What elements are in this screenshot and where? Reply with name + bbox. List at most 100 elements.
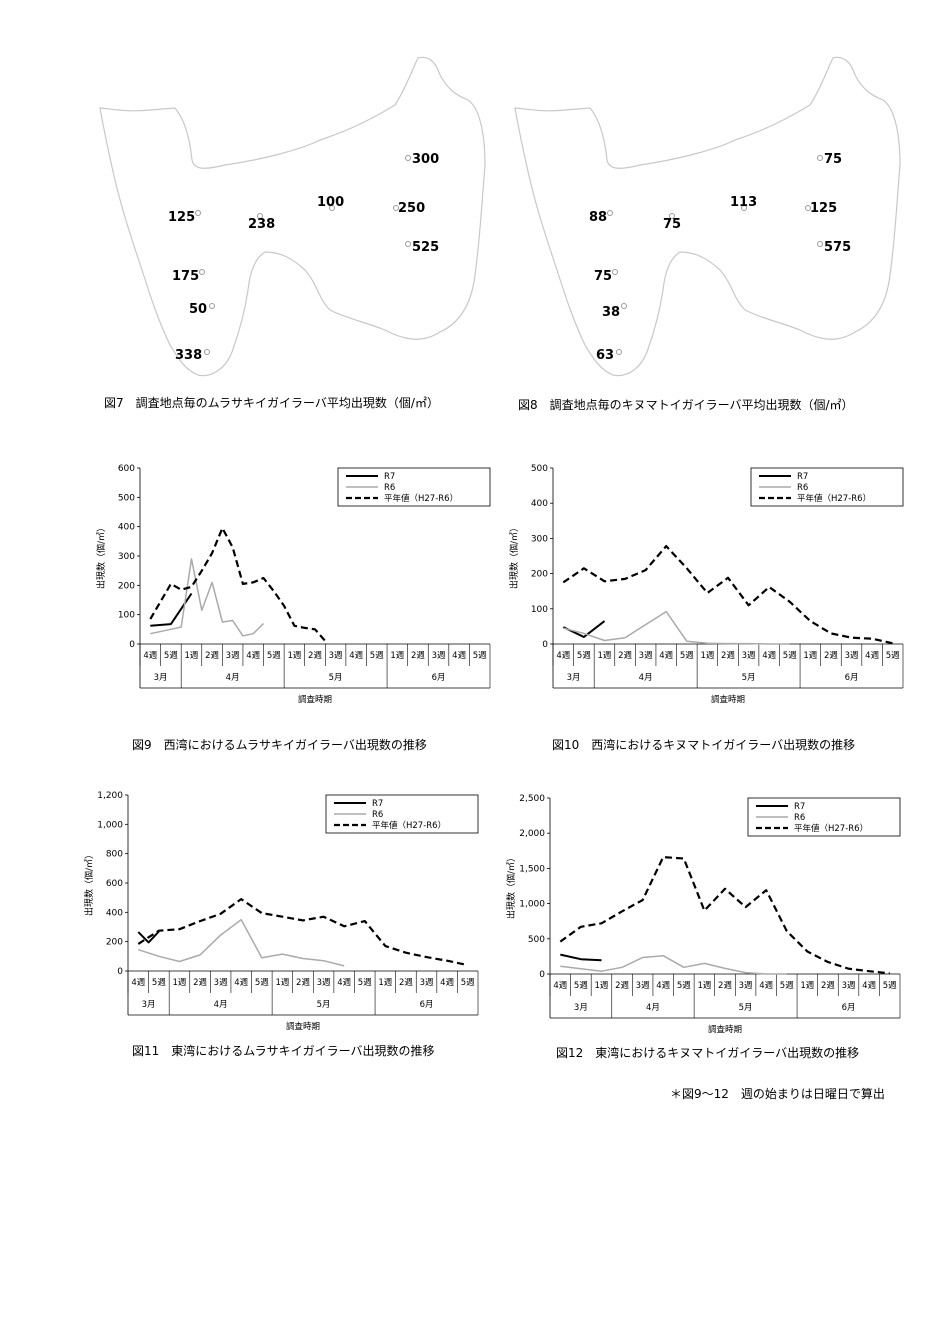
month-label: 4月 (226, 673, 240, 683)
x-tick-label: 5週 (574, 981, 588, 991)
month-label: 3月 (154, 673, 168, 683)
x-tick-label: 4週 (452, 651, 466, 661)
legend-label: R7 (384, 472, 395, 482)
series-line-平年値（H27-R6） (559, 855, 890, 975)
x-tick-label: 4週 (656, 981, 670, 991)
map-7-label-p3: 250 (398, 201, 425, 216)
x-tick-label: 2週 (399, 978, 413, 988)
legend-label: R7 (794, 802, 805, 812)
series-line-R6 (138, 918, 345, 967)
map-figure-7: 300 100 250 125 238 525 175 50 338 75 11… (99, 56, 901, 377)
y-tick-label: 600 (106, 879, 123, 889)
y-axis-label: 出現数（個/㎥） (505, 853, 517, 919)
footnote: ＊図9～12 週の始まりは日曜日で算出 (670, 1087, 885, 1101)
x-tick-label: 2週 (205, 651, 219, 661)
x-tick-label: 1週 (390, 651, 404, 661)
y-tick-label: 300 (531, 534, 548, 544)
x-tick-label: 1週 (173, 978, 187, 988)
y-tick-label: 400 (531, 499, 548, 509)
y-tick-label: 800 (106, 850, 123, 860)
series-line-R6 (560, 954, 787, 975)
x-tick-label: 1週 (275, 978, 289, 988)
month-label: 6月 (842, 1003, 856, 1013)
y-tick-label: 1,000 (519, 900, 545, 910)
month-label: 5月 (329, 673, 343, 683)
x-axis-label: 調査時期 (708, 1024, 742, 1035)
x-tick-label: 2週 (615, 981, 629, 991)
chart-figure-10: 0 100 200 300 400 500 出現数（個/㎥） 4週 5週 1週 2週 3週 4週 5週 1週… (508, 464, 904, 705)
map-7-label-p9: 338 (175, 348, 202, 363)
map-8-label-p5: 75 (663, 217, 681, 232)
map-8-label-p2: 113 (730, 195, 757, 210)
month-label: 3月 (574, 1003, 588, 1013)
chart-10-caption: 図10 西湾におけるキヌマトイガイラーバ出現数の推移 (552, 738, 856, 752)
map-7-outline-b (514, 56, 901, 377)
y-tick-label: 0 (542, 640, 548, 650)
legend-label: 平年値（H27-R6） (797, 493, 871, 504)
y-axis-label: 出現数（個/㎥） (83, 850, 95, 916)
y-tick-label: 200 (106, 938, 123, 948)
x-tick-label: 2週 (721, 651, 735, 661)
x-tick-label: 4週 (143, 651, 157, 661)
x-tick-label: 5週 (473, 651, 487, 661)
map-7-points: 300 100 250 125 238 525 175 50 338 (168, 152, 439, 363)
chart-11-caption: 図11 東湾におけるムラサキイガイラーバ出現数の推移 (132, 1044, 435, 1058)
x-tick-label: 3週 (842, 981, 856, 991)
y-tick-label: 1,200 (97, 791, 123, 801)
y-tick-label: 100 (118, 611, 135, 621)
x-tick-label: 1週 (378, 978, 392, 988)
series-line-R6 (150, 558, 265, 637)
y-tick-label: 0 (129, 640, 135, 650)
y-tick-label: 300 (118, 552, 135, 562)
x-tick-label: 5週 (883, 981, 897, 991)
x-tick-label: 4週 (553, 981, 567, 991)
x-tick-label: 3週 (845, 651, 859, 661)
map-7-label-p7: 175 (172, 269, 199, 284)
series-line-R7 (137, 930, 160, 944)
x-tick-label: 5週 (461, 978, 475, 988)
month-label: 6月 (845, 673, 859, 683)
chart-12-caption: 図12 東湾におけるキヌマトイガイラーバ出現数の推移 (556, 1046, 860, 1060)
y-tick-label: 600 (118, 464, 135, 474)
x-tick-label: 4週 (865, 651, 879, 661)
x-tick-label: 5週 (677, 981, 691, 991)
y-tick-label: 0 (539, 970, 545, 980)
chart-9-caption: 図9 西湾におけるムラサキイガイラーバ出現数の推移 (132, 738, 427, 752)
y-axis-label: 出現数（個/㎥） (508, 523, 520, 589)
map-8-label-p3: 125 (810, 201, 837, 216)
x-tick-label: 5週 (164, 651, 178, 661)
x-tick-label: 2週 (296, 978, 310, 988)
legend-label: R6 (797, 483, 808, 493)
x-tick-label: 3週 (739, 981, 753, 991)
y-tick-label: 500 (118, 493, 135, 503)
x-tick-label: 1週 (803, 651, 817, 661)
y-tick-label: 200 (531, 570, 548, 580)
y-tick-label: 500 (528, 935, 545, 945)
legend-label: 平年値（H27-R6） (794, 823, 868, 834)
map-8-label-p9: 63 (596, 348, 614, 363)
legend-label: R6 (794, 813, 805, 823)
x-tick-label: 4週 (349, 651, 363, 661)
x-tick-label: 5週 (886, 651, 900, 661)
series-line-R7 (150, 592, 193, 627)
map-8-label-p6: 575 (824, 240, 851, 255)
map-7-outline (99, 56, 486, 377)
month-label: 5月 (317, 1000, 331, 1010)
x-tick-label: 1週 (598, 651, 612, 661)
x-tick-label: 3週 (214, 978, 228, 988)
x-tick-label: 4週 (131, 978, 145, 988)
x-tick-label: 1週 (800, 981, 814, 991)
y-tick-label: 2,000 (519, 829, 545, 839)
x-tick-label: 1週 (185, 651, 199, 661)
series-line-R6 (563, 610, 790, 645)
x-tick-label: 1週 (287, 651, 301, 661)
map-7-label-p4: 125 (168, 210, 195, 225)
x-tick-label: 1週 (697, 981, 711, 991)
legend-label: R6 (372, 810, 383, 820)
series-line-平年値（H27-R6） (562, 544, 893, 645)
series-line-R7 (560, 953, 602, 962)
y-tick-label: 400 (106, 908, 123, 918)
y-tick-label: 2,500 (519, 794, 545, 804)
map-8-label-p1: 75 (824, 152, 842, 167)
month-label: 4月 (639, 673, 653, 683)
